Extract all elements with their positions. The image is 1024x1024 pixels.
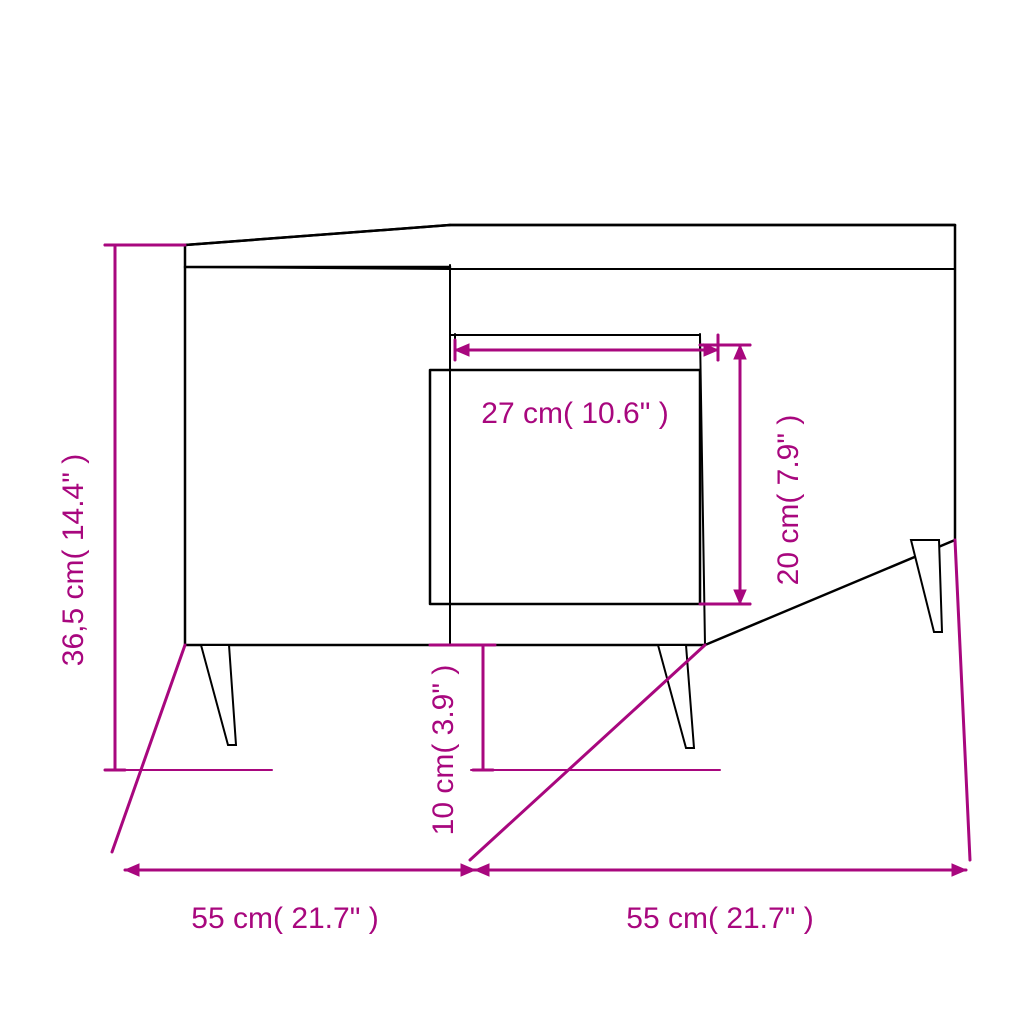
svg-text:55 cm( 21.7" ): 55 cm( 21.7" ) bbox=[626, 902, 813, 935]
svg-text:36,5 cm( 14.4" ): 36,5 cm( 14.4" ) bbox=[57, 454, 90, 666]
diagram-outline bbox=[185, 225, 955, 748]
svg-text:27 cm( 10.6" ): 27 cm( 10.6" ) bbox=[481, 397, 668, 430]
svg-text:10 cm( 3.9" ): 10 cm( 3.9" ) bbox=[427, 665, 460, 836]
svg-text:55 cm( 21.7" ): 55 cm( 21.7" ) bbox=[191, 902, 378, 935]
dimension-lines bbox=[105, 245, 970, 876]
svg-text:20 cm( 7.9" ): 20 cm( 7.9" ) bbox=[772, 415, 805, 586]
